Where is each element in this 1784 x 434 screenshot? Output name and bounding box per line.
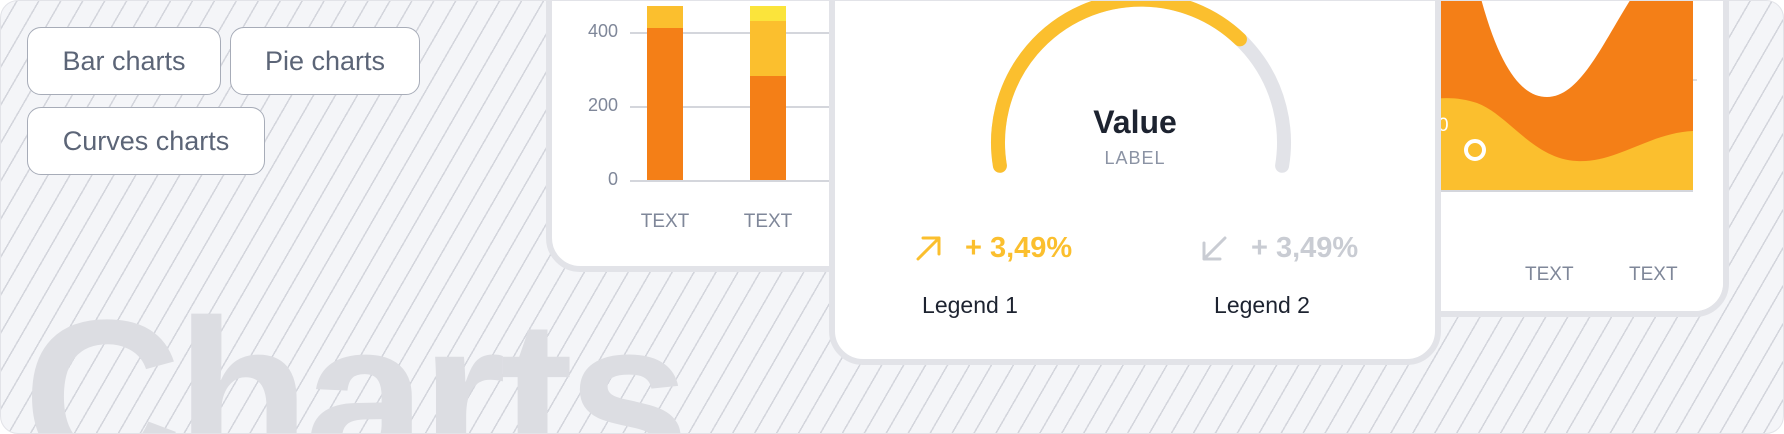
- bar-charts-button[interactable]: Bar charts: [27, 27, 221, 95]
- delta-value-1: + 3,49%: [965, 232, 1073, 264]
- y-tick-label: 200: [587, 95, 618, 115]
- y-tick-label: 0: [607, 169, 618, 189]
- page-title: Charts: [23, 274, 690, 434]
- gauge-progress-arc: [991, 1, 1291, 173]
- bar-segment: [647, 28, 683, 180]
- area-amber: [1405, 98, 1693, 191]
- curves-charts-button[interactable]: Curves charts: [27, 107, 265, 175]
- legend-2: Legend 2: [1214, 292, 1310, 318]
- data-point-marker[interactable]: [1464, 139, 1486, 161]
- bar-segment: [647, 6, 683, 29]
- area-chart: [1405, 1, 1723, 311]
- arrow-up-right-icon: [916, 236, 941, 261]
- bar-segment: [750, 20, 786, 77]
- bar-chart-card: 400 200 0 TEXT TEXT: [546, 1, 876, 272]
- legend-1: Legend 1: [922, 292, 1018, 318]
- bar-segment: [750, 6, 786, 21]
- x-tick-label: TEXT: [743, 211, 793, 232]
- curve-chart-card: 09,00 TEXT TEXT TEXT: [1399, 1, 1729, 317]
- gauge-chart: [991, 1, 1291, 173]
- area-gap: [1481, 1, 1630, 97]
- bar-segment: [750, 76, 786, 180]
- x-tick-label: TEXT: [1629, 264, 1678, 285]
- gauge-card: Value LABEL + 3,49% Legend 1 + 3,49% Leg…: [829, 1, 1441, 365]
- y-tick-label: 400: [587, 21, 618, 41]
- arrow-down-left-icon: [1202, 236, 1227, 261]
- gauge-value: Value: [1093, 104, 1177, 140]
- x-tick-label: TEXT: [640, 211, 690, 232]
- gauge-label: LABEL: [1104, 148, 1166, 168]
- pie-charts-button[interactable]: Pie charts: [230, 27, 420, 95]
- gridline: [630, 180, 870, 182]
- delta-value-2: + 3,49%: [1251, 232, 1359, 264]
- x-tick-label: TEXT: [1525, 264, 1574, 285]
